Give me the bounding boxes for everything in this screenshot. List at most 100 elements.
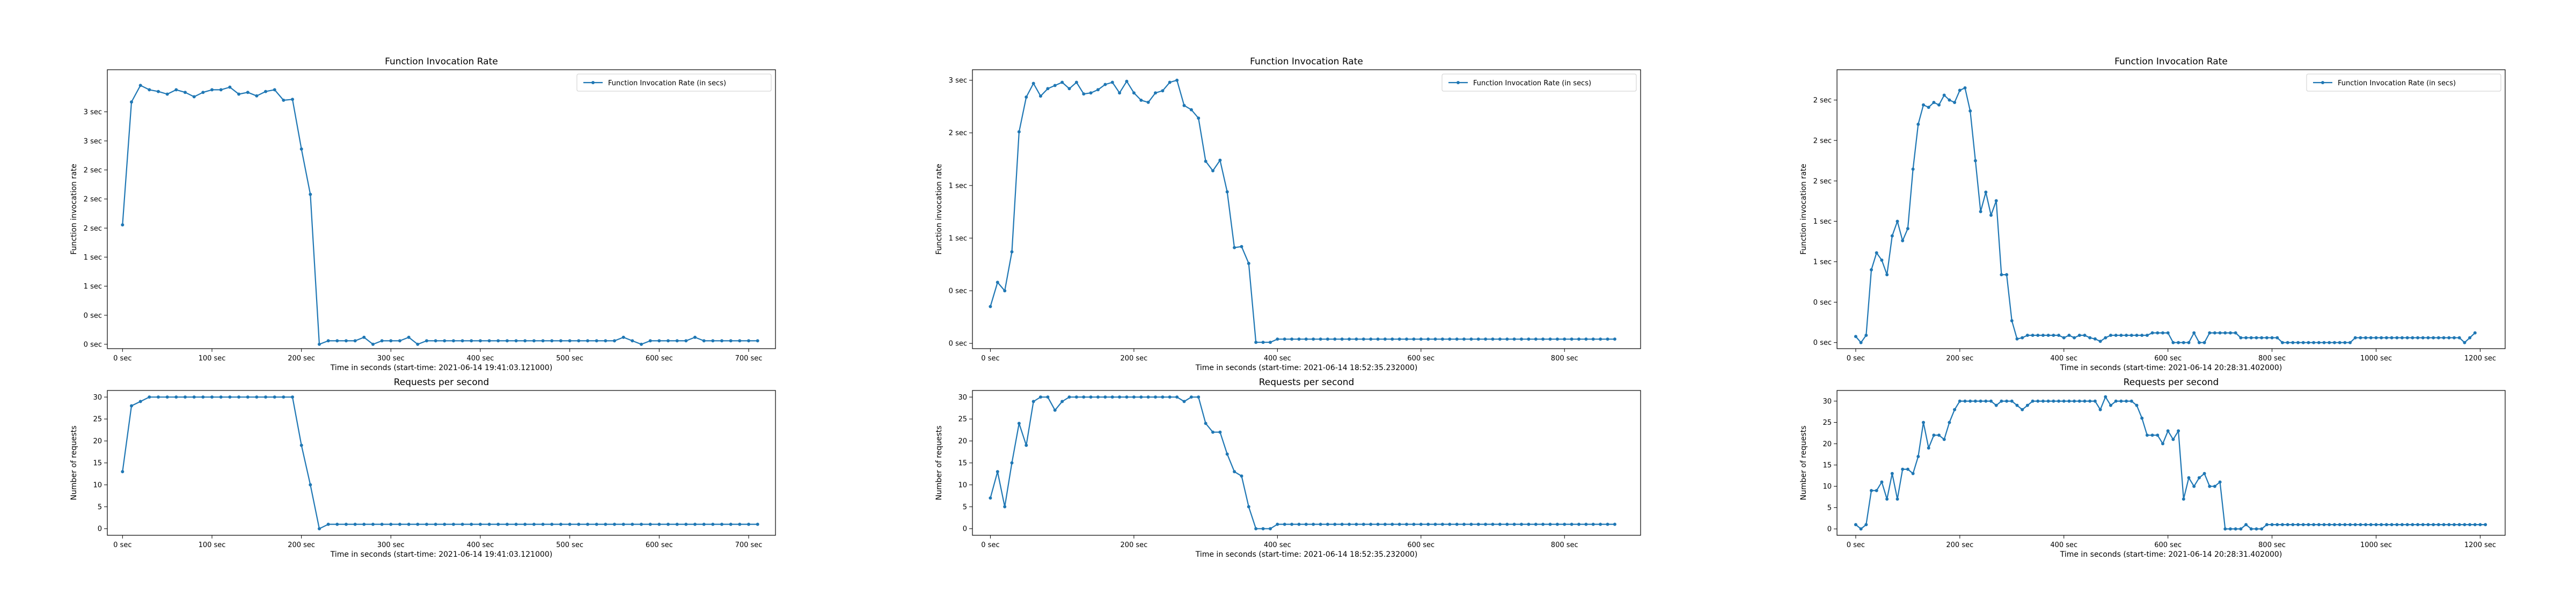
y-tick-label: 2 sec <box>1813 97 1832 105</box>
data-point <box>2135 334 2139 337</box>
data-point <box>1053 408 1057 412</box>
y-tick-label: 3 sec <box>949 77 967 85</box>
data-point <box>604 339 608 343</box>
chart-title: Requests per second <box>1259 377 1355 388</box>
data-point <box>1859 527 1863 531</box>
data-point <box>1053 84 1057 87</box>
data-point <box>2296 341 2300 344</box>
data-point <box>1168 80 1172 84</box>
data-point <box>1146 100 1150 104</box>
data-point <box>2098 340 2102 343</box>
data-point <box>1312 522 1315 526</box>
data-point <box>1118 395 1122 399</box>
data-point <box>577 522 581 526</box>
data-point <box>1984 190 1988 194</box>
legend: Function Invocation Rate (in secs) <box>2306 73 2501 92</box>
data-point <box>1096 395 1100 399</box>
x-tick-label: 200 sec <box>1120 355 1147 363</box>
legend: Function Invocation Rate (in secs) <box>576 73 772 92</box>
x-tick-label: 800 sec <box>1551 541 1578 549</box>
y-tick-label: 1 sec <box>949 182 967 190</box>
data-point <box>2265 336 2268 340</box>
data-point <box>1348 337 1351 341</box>
data-point <box>1139 395 1143 399</box>
x-tick-label: 400 sec <box>1264 541 1291 549</box>
data-point <box>2088 336 2092 340</box>
y-axis-label: Function invocation rate <box>70 164 78 255</box>
data-point <box>1240 474 1243 478</box>
data-point <box>1118 91 1122 95</box>
x-tick-label: 300 sec <box>377 355 405 363</box>
data-point <box>165 92 169 96</box>
y-tick-label: 2 sec <box>1813 178 1832 186</box>
data-point <box>559 522 562 526</box>
data-point <box>1984 399 1988 403</box>
data-point <box>756 339 759 343</box>
data-point <box>2125 334 2128 337</box>
chart-title: Function Invocation Rate <box>1250 56 1363 67</box>
data-point <box>2229 527 2232 531</box>
data-point <box>2104 336 2107 340</box>
chart-3: Requests per second 0 sec 200 sec 400 sec 60… <box>935 377 1641 559</box>
data-point <box>1082 395 1086 399</box>
axes-frame <box>107 390 776 536</box>
data-point <box>2255 336 2258 340</box>
data-point <box>389 339 393 343</box>
data-point <box>470 522 473 526</box>
data-point <box>2416 336 2420 340</box>
x-axis-label: Time in seconds (start-time: 2021-06-14 … <box>1195 550 1418 559</box>
data-point <box>2281 523 2284 527</box>
legend-label: Function Invocation Rate (in secs) <box>1473 79 1591 87</box>
data-point <box>2426 523 2430 527</box>
data-point <box>1932 433 1936 437</box>
data-point <box>2436 336 2440 340</box>
x-axis-label: Time in seconds (start-time: 2021-06-14 … <box>330 364 553 372</box>
x-tick-label: 1000 sec <box>2360 355 2392 363</box>
data-point <box>282 98 286 102</box>
data-point <box>720 339 723 343</box>
data-point <box>1505 337 1509 341</box>
y-tick-label: 2 sec <box>84 195 102 203</box>
x-tick-label: 600 sec <box>1407 541 1435 549</box>
data-point <box>264 395 267 399</box>
data-point <box>1591 522 1595 526</box>
data-point <box>2135 403 2139 407</box>
y-axis-label: Number of requests <box>1799 425 1808 500</box>
y-tick-label: 3 sec <box>84 137 102 145</box>
data-point <box>675 339 679 343</box>
data-point <box>1885 273 1889 277</box>
data-point <box>1469 522 1473 526</box>
y-tick-label: 30 <box>1823 397 1832 405</box>
data-point <box>353 339 357 343</box>
x-tick-label: 700 sec <box>735 355 763 363</box>
data-point <box>640 342 643 346</box>
data-point <box>2197 341 2201 344</box>
data-point <box>657 522 661 526</box>
data-point <box>2129 399 2133 403</box>
data-point <box>2125 399 2128 403</box>
data-point <box>1319 522 1322 526</box>
data-point <box>2380 336 2383 340</box>
data-point <box>702 339 706 343</box>
data-point <box>362 335 366 339</box>
data-point <box>1555 337 1559 341</box>
data-point <box>1197 116 1201 120</box>
y-tick-label: 0 sec <box>949 340 967 348</box>
data-point <box>2109 403 2112 407</box>
x-tick-label: 0 sec <box>981 355 999 363</box>
data-point <box>2453 336 2456 340</box>
data-point <box>1942 93 1946 97</box>
data-point <box>2426 336 2430 340</box>
data-point <box>237 395 240 399</box>
data-point <box>1968 399 1972 403</box>
y-tick-label: 5 <box>963 503 967 511</box>
data-point <box>255 94 259 98</box>
data-point <box>1491 522 1495 526</box>
data-point <box>1968 109 1972 113</box>
data-point <box>1247 505 1250 508</box>
data-point <box>2260 336 2264 340</box>
data-point <box>586 522 589 526</box>
series-line <box>122 85 758 345</box>
x-tick-label: 600 sec <box>2154 541 2182 549</box>
y-tick-label: 20 <box>958 438 967 446</box>
